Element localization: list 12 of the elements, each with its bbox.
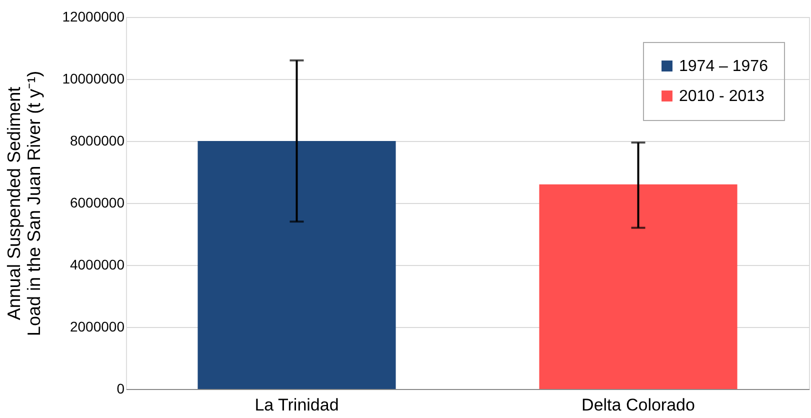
x-tick-label: Delta Colorado	[582, 396, 695, 414]
y-tick-label: 6000000	[70, 194, 125, 210]
y-tick-label: 0	[116, 380, 125, 396]
y-axis-title: Annual Suspended Sediment Load in the San Juan River (t y⁻¹)	[4, 70, 44, 336]
y-tick-label: 10000000	[62, 70, 125, 86]
y-tick-label: 4000000	[70, 256, 125, 272]
legend-label: 2010 - 2013	[679, 88, 765, 105]
x-tick-label: La Trinidad	[254, 396, 339, 414]
legend-label: 1974 – 1976	[679, 58, 768, 75]
y-tick-label: 2000000	[70, 318, 125, 334]
y-tick-label: 8000000	[70, 132, 125, 148]
y-tick-label: 12000000	[62, 8, 125, 24]
